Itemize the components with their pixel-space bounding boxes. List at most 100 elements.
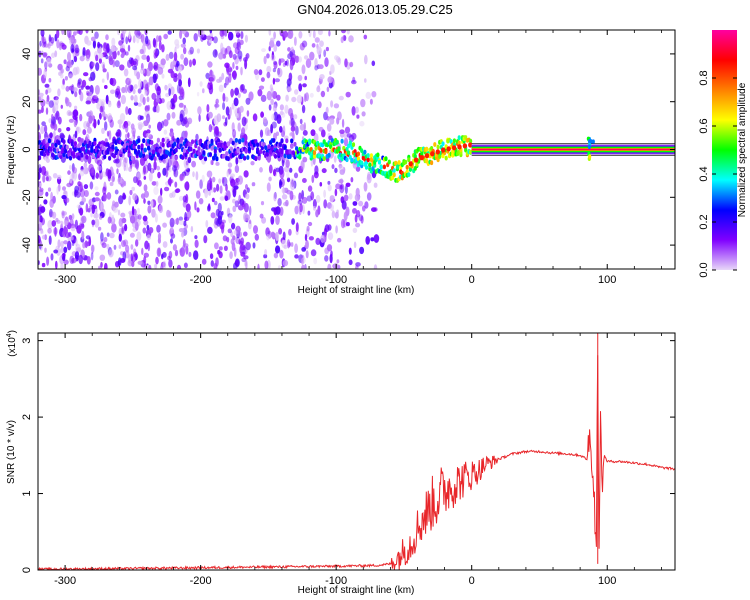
spectrogram-cell [127, 44, 131, 52]
spectrogram-cell [273, 252, 279, 259]
spectrogram-cell [269, 84, 273, 92]
spectrogram-x-tick-label: 0 [469, 274, 475, 286]
spectrogram-cell [209, 74, 215, 83]
spectrogram-cell [298, 83, 303, 92]
spectrogram-cell [349, 61, 354, 68]
spectrogram-cell [94, 31, 99, 39]
spectrogram-cell [290, 46, 294, 53]
spectrogram-cell [261, 48, 266, 53]
spectrogram-cell [178, 228, 185, 233]
spectrogram-cell [433, 142, 437, 147]
snr-y-tick-label: 1 [21, 490, 33, 496]
spectrogram-cell [355, 166, 361, 172]
spectrogram-cell [245, 241, 251, 251]
spectrogram-cell [167, 158, 172, 168]
spectrogram-cell [202, 88, 205, 94]
spectrogram-cell [115, 90, 119, 98]
spectrogram-cell [145, 67, 151, 77]
spectrogram-cell [326, 86, 330, 93]
spectrogram-cell [236, 41, 242, 51]
spectrogram-cell [337, 146, 341, 152]
spectrogram-cell [588, 154, 592, 159]
spectrogram-cell [364, 201, 369, 209]
spectrogram-cell [38, 44, 41, 51]
spectrogram-cell [156, 224, 161, 233]
spectrogram-x-tick-label: -200 [190, 274, 212, 286]
spectrogram-cell [348, 259, 353, 266]
spectrogram-cell [286, 239, 291, 249]
spectrogram-cell [327, 76, 334, 84]
spectrogram-cell [84, 240, 88, 248]
spectrogram-cell [589, 139, 593, 144]
spectrogram-cell [39, 95, 44, 100]
spectrogram-cell [39, 215, 43, 224]
spectrogram-cell [335, 139, 339, 145]
spectrogram-cell [91, 244, 94, 255]
spectrogram-cell [63, 59, 67, 65]
spectrogram-cell [270, 231, 276, 238]
spectrogram-cell [305, 58, 312, 69]
spectrogram-cell [243, 231, 248, 237]
spectrogram-cell [213, 148, 217, 154]
spectrogram-cell [38, 171, 41, 181]
spectrogram-cell [43, 199, 48, 205]
spectrogram-cell [271, 113, 275, 121]
spectrogram-cell [405, 164, 409, 170]
spectrogram-cell [94, 197, 100, 202]
spectrogram-cell [326, 123, 332, 132]
spectrogram-cell [215, 156, 219, 162]
spectrogram-cell [110, 78, 117, 87]
spectrogram-cell [157, 195, 163, 205]
spectrogram-cell [91, 204, 96, 215]
spectrogram-cell [287, 30, 294, 39]
spectrogram-cell [339, 129, 345, 134]
spectrogram-cell [129, 189, 133, 196]
spectrogram-cell [64, 96, 68, 104]
spectrogram-cell [301, 40, 308, 48]
spectrogram-cell [147, 145, 151, 151]
snr-x-tick-label: -200 [190, 575, 212, 587]
spectrogram-cell [90, 148, 94, 153]
spectrogram-cell [279, 179, 282, 189]
spectrogram-cell [278, 228, 283, 235]
spectrogram-cell [111, 144, 115, 150]
spectrogram-cell [238, 239, 241, 245]
spectrogram-cell [203, 156, 208, 162]
spectrogram-cell [355, 222, 361, 228]
spectrogram-cell [47, 138, 52, 144]
spectrogram-x-tick-label: 100 [598, 274, 616, 286]
spectrogram-cell [264, 127, 270, 137]
spectrogram-cell [164, 186, 170, 192]
spectrogram-cell [302, 204, 305, 215]
spectrogram-cell [41, 121, 46, 127]
spectrogram-cell [248, 219, 252, 225]
spectrogram-cell [57, 63, 63, 71]
spectrogram-cell [187, 77, 191, 88]
spectrogram-cell [166, 112, 171, 121]
spectrogram-cell [83, 184, 89, 190]
spectrogram-cell [290, 132, 295, 136]
spectrogram-cell [342, 34, 347, 41]
spectrogram-cell [75, 238, 78, 247]
spectrogram-cell [206, 170, 213, 178]
spectrogram-cell [193, 250, 199, 260]
spectrogram-cell [183, 220, 187, 227]
spectrogram-cell [118, 244, 122, 249]
spectrogram-cell [236, 148, 240, 154]
spectrogram-cell [167, 68, 174, 74]
spectrogram-cell [62, 139, 66, 145]
spectrogram-cell [111, 176, 115, 183]
spectrogram-cell [98, 58, 102, 64]
spectrogram-cell [90, 212, 93, 218]
spectrogram-cell [95, 172, 100, 179]
spectrogram-cell [143, 175, 147, 180]
spectrogram-cell [438, 154, 442, 159]
spectrogram-cell [206, 35, 212, 41]
spectrogram-cell [142, 138, 146, 144]
spectrogram-cell [114, 60, 120, 68]
spectrogram-cell [371, 207, 377, 213]
spectrogram-y-tick-label: 0 [21, 146, 33, 152]
spectrogram-cell [53, 130, 56, 141]
spectrogram-cell [286, 171, 290, 179]
spectrogram-cell [154, 213, 158, 223]
